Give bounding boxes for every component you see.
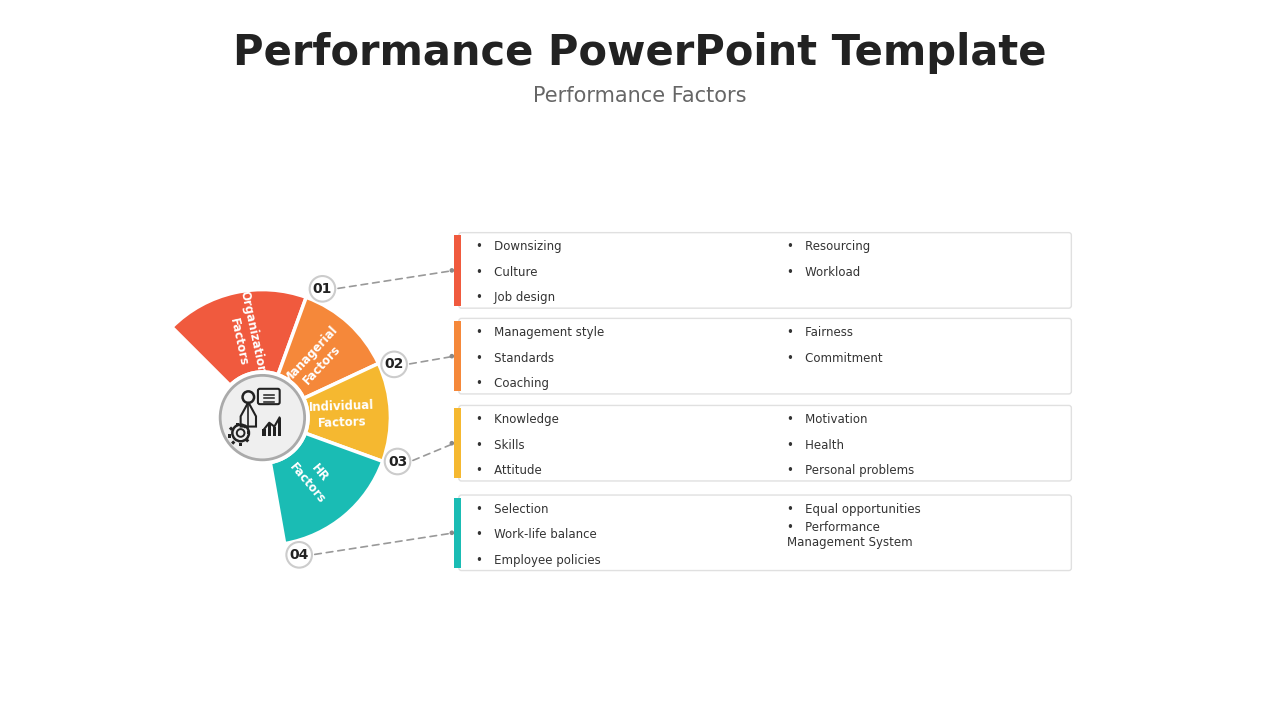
- Bar: [243, 424, 247, 428]
- Bar: [229, 426, 233, 431]
- Bar: [247, 431, 251, 434]
- Text: •   Management style: • Management style: [476, 326, 604, 339]
- Bar: [262, 429, 266, 436]
- Circle shape: [449, 354, 454, 359]
- Wedge shape: [270, 433, 383, 544]
- Text: •   Skills: • Skills: [476, 438, 525, 451]
- Text: •   Employee policies: • Employee policies: [476, 554, 600, 567]
- Circle shape: [220, 375, 305, 460]
- Text: 04: 04: [289, 548, 308, 562]
- Text: •   Fairness: • Fairness: [787, 326, 854, 339]
- Text: •   Selection: • Selection: [476, 503, 549, 516]
- Text: •   Standards: • Standards: [476, 351, 554, 364]
- Text: 02: 02: [384, 357, 403, 372]
- Circle shape: [215, 370, 310, 465]
- Circle shape: [385, 449, 411, 474]
- Text: Managerial
Factors: Managerial Factors: [280, 323, 352, 397]
- Text: •   Culture: • Culture: [476, 266, 538, 279]
- Bar: [239, 443, 242, 446]
- Text: 01: 01: [312, 282, 332, 296]
- Wedge shape: [303, 364, 390, 462]
- Text: •   Resourcing: • Resourcing: [787, 240, 870, 253]
- Bar: [232, 441, 236, 445]
- Circle shape: [449, 531, 454, 535]
- FancyBboxPatch shape: [460, 405, 1071, 481]
- FancyBboxPatch shape: [460, 318, 1071, 394]
- Bar: [228, 434, 230, 438]
- Text: Performance Factors: Performance Factors: [534, 86, 746, 107]
- Text: •   Work-life balance: • Work-life balance: [476, 528, 596, 541]
- Circle shape: [215, 370, 310, 465]
- Bar: [454, 408, 462, 478]
- FancyBboxPatch shape: [460, 233, 1071, 308]
- Bar: [268, 423, 271, 436]
- Text: •   Attitude: • Attitude: [476, 464, 541, 477]
- Wedge shape: [172, 289, 306, 386]
- Bar: [236, 423, 239, 426]
- FancyBboxPatch shape: [460, 495, 1071, 570]
- Text: •   Personal problems: • Personal problems: [787, 464, 914, 477]
- Text: •   Workload: • Workload: [787, 266, 860, 279]
- Text: •   Downsizing: • Downsizing: [476, 240, 562, 253]
- Bar: [454, 321, 462, 392]
- Text: •   Commitment: • Commitment: [787, 351, 883, 364]
- Text: HR
Factors: HR Factors: [287, 451, 340, 506]
- Circle shape: [381, 351, 407, 377]
- Text: •   Knowledge: • Knowledge: [476, 413, 559, 426]
- Text: •   Performance
Management System: • Performance Management System: [787, 521, 913, 549]
- Text: Organizational
Factors: Organizational Factors: [221, 289, 270, 391]
- Circle shape: [287, 542, 312, 567]
- Wedge shape: [278, 297, 379, 399]
- Text: •   Health: • Health: [787, 438, 845, 451]
- Bar: [273, 426, 276, 436]
- Text: •   Coaching: • Coaching: [476, 377, 549, 390]
- Circle shape: [449, 441, 454, 446]
- Text: •   Equal opportunities: • Equal opportunities: [787, 503, 920, 516]
- Text: •   Motivation: • Motivation: [787, 413, 868, 426]
- Bar: [454, 235, 462, 305]
- Bar: [244, 438, 250, 443]
- Text: Performance PowerPoint Template: Performance PowerPoint Template: [233, 32, 1047, 74]
- Circle shape: [310, 276, 335, 302]
- Bar: [278, 418, 282, 436]
- Text: Individual
Factors: Individual Factors: [308, 399, 375, 431]
- Circle shape: [449, 268, 454, 273]
- Text: 03: 03: [388, 454, 407, 469]
- Bar: [454, 498, 462, 568]
- Text: •   Job design: • Job design: [476, 292, 556, 305]
